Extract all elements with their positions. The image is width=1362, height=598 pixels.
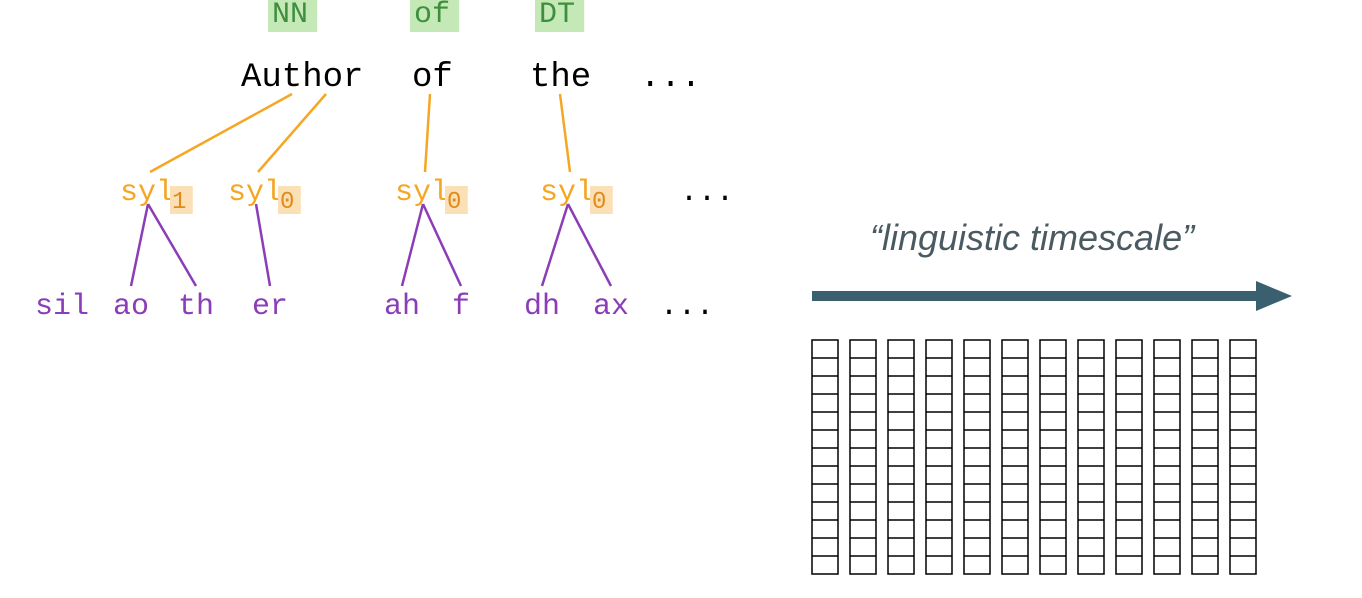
syl-to-phone-edge (131, 204, 148, 286)
syllable-stress: 0 (280, 189, 294, 216)
word-to-syl-edge (150, 94, 292, 172)
phone-label: f (452, 290, 470, 324)
phone-label: ao (113, 290, 149, 324)
syllable-stress: 1 (172, 189, 186, 216)
phone-label: dh (524, 290, 560, 324)
word-text: the (530, 59, 591, 97)
phone-label: ax (593, 290, 629, 324)
syl-to-phone-edge (423, 204, 461, 286)
feature-vector-column (888, 340, 914, 574)
syl-to-phone-edge (402, 204, 423, 286)
syl-to-phone-edge (256, 204, 270, 286)
ellipsis: ... (640, 59, 701, 97)
feature-vector-column (1116, 340, 1142, 574)
feature-vector-column (1040, 340, 1066, 574)
pos-tag: NN (272, 0, 308, 32)
syllable-stress: 0 (447, 189, 461, 216)
phone-label: er (252, 290, 288, 324)
feature-vector-column (1192, 340, 1218, 574)
phone-label: sil (35, 290, 89, 324)
feature-vector-column (850, 340, 876, 574)
word-to-syl-edge (560, 94, 570, 172)
linguistic-tree-diagram: NNAuthorsyl1aothsyl0erofofsyl0ahfDTthesy… (0, 0, 1362, 593)
syllable-stress: 0 (592, 189, 606, 216)
word-to-syl-edge (425, 94, 430, 172)
phone-label: th (178, 290, 214, 324)
word-text: Author (241, 59, 363, 97)
word-text: of (412, 59, 453, 97)
feature-vector-column (1002, 340, 1028, 574)
ellipsis: ... (680, 176, 734, 210)
feature-vector-column (812, 340, 838, 574)
syl-to-phone-edge (542, 204, 568, 286)
ellipsis: ... (660, 290, 714, 324)
timescale-arrow-head (1256, 281, 1292, 311)
pos-tag: of (414, 0, 450, 32)
pos-tag: DT (539, 0, 575, 32)
syl-to-phone-edge (148, 204, 196, 286)
syl-to-phone-edge (568, 204, 611, 286)
feature-vector-column (926, 340, 952, 574)
timescale-label: “linguistic timescale” (870, 217, 1196, 258)
feature-vector-column (1078, 340, 1104, 574)
phone-label: ah (384, 290, 420, 324)
feature-vector-column (964, 340, 990, 574)
feature-vector-column (1154, 340, 1180, 574)
feature-vector-column (1230, 340, 1256, 574)
